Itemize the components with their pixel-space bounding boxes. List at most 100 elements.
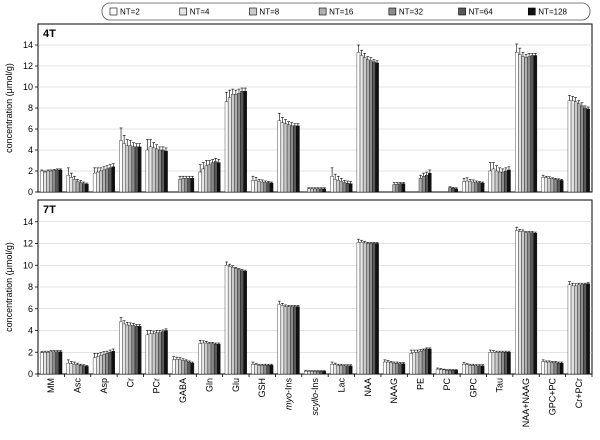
data-bar <box>231 94 235 193</box>
data-bar <box>234 268 238 375</box>
data-bar <box>580 105 584 193</box>
data-bar <box>586 108 590 193</box>
data-bar <box>372 61 376 193</box>
data-bar <box>251 364 255 375</box>
data-bar <box>303 371 308 375</box>
legend-entry: NT=64 <box>469 8 494 17</box>
data-bar <box>131 325 136 375</box>
y-tick-label: 12 <box>23 239 33 249</box>
category-label-text: GPC <box>468 378 478 398</box>
data-bar <box>497 352 502 375</box>
data-bar <box>442 369 446 375</box>
data-bar <box>207 164 212 193</box>
data-bar <box>92 357 97 375</box>
data-bar <box>181 360 185 375</box>
data-bar <box>58 169 63 193</box>
data-bar <box>237 93 241 193</box>
data-bar <box>550 178 555 193</box>
data-bar <box>181 178 185 193</box>
data-bar <box>151 147 156 193</box>
data-bar <box>158 149 162 193</box>
data-bar <box>286 306 291 375</box>
data-bar <box>46 352 50 375</box>
data-bar <box>224 101 229 193</box>
data-bar <box>316 188 320 193</box>
category-label-text: Tau <box>495 378 505 393</box>
data-bar <box>207 343 212 375</box>
data-bar <box>289 306 294 375</box>
data-bar <box>491 168 496 193</box>
data-bar <box>339 365 344 375</box>
category-label: Glu <box>231 378 241 392</box>
data-bar <box>204 165 209 193</box>
y-tick-label: 10 <box>23 82 33 92</box>
legend-swatch <box>388 7 397 16</box>
chart-panel: 0 2 4 6 8 10 12 14 4T concentration (μmol/g) <box>4 23 593 197</box>
data-bar <box>224 265 229 375</box>
data-bar <box>556 362 561 375</box>
data-bar <box>567 100 572 193</box>
data-bar <box>108 167 112 193</box>
data-bar <box>375 243 379 375</box>
data-bar <box>345 365 350 375</box>
data-bar <box>515 52 519 193</box>
data-bar <box>547 178 552 193</box>
data-bar <box>92 172 97 193</box>
data-bar <box>348 183 353 193</box>
data-bar <box>359 242 364 375</box>
data-bar <box>362 242 367 375</box>
category-label-text: Gln <box>204 378 214 392</box>
data-bar <box>190 362 195 375</box>
data-bar <box>583 107 587 193</box>
data-bar <box>418 350 423 375</box>
data-bar <box>474 365 479 375</box>
data-bar <box>421 349 426 375</box>
data-bar <box>260 365 264 375</box>
category-label-text: MM <box>46 378 56 393</box>
data-bar <box>243 91 247 193</box>
category-label: myo-Ins <box>284 378 294 411</box>
data-bar <box>49 170 53 193</box>
data-bar <box>319 188 323 193</box>
data-bar <box>175 359 179 375</box>
data-bar <box>462 181 466 193</box>
data-bar <box>398 363 403 375</box>
data-bar <box>480 182 485 193</box>
data-bar <box>240 91 244 193</box>
data-bar <box>269 182 274 193</box>
legend-box <box>101 2 591 21</box>
data-bar <box>145 149 150 193</box>
category-label: PE <box>416 378 426 390</box>
data-bar <box>389 362 393 375</box>
data-bar <box>477 182 482 193</box>
data-bar <box>560 180 564 193</box>
data-bar <box>307 188 311 193</box>
data-bar <box>148 333 153 375</box>
data-bar <box>266 182 271 193</box>
data-bar <box>412 352 417 375</box>
data-bar <box>465 364 469 375</box>
data-bar <box>468 181 472 193</box>
data-bar <box>471 365 476 375</box>
data-bar <box>122 323 126 375</box>
data-bar <box>322 371 327 375</box>
category-axis: MM Asc Asp Cr PCr GABA Gln Glu GSHmyo-Insscyllo-… <box>37 374 593 427</box>
data-bar <box>383 361 387 375</box>
data-bar <box>201 168 206 193</box>
data-bar <box>85 183 89 193</box>
data-bar <box>586 283 590 375</box>
category-label: MM <box>46 378 56 393</box>
legend-swatch <box>249 7 257 16</box>
category-label: Asp <box>99 378 109 394</box>
data-bar <box>570 100 575 193</box>
data-bar <box>119 140 123 193</box>
data-bar <box>190 178 195 193</box>
category-label-text: NAA+NAAG <box>521 378 531 427</box>
y-tick-label: 12 <box>23 61 33 71</box>
data-bar <box>72 179 77 193</box>
data-bar <box>319 371 323 375</box>
data-bar <box>164 330 168 375</box>
data-bar <box>316 371 320 375</box>
data-bar <box>234 94 238 193</box>
